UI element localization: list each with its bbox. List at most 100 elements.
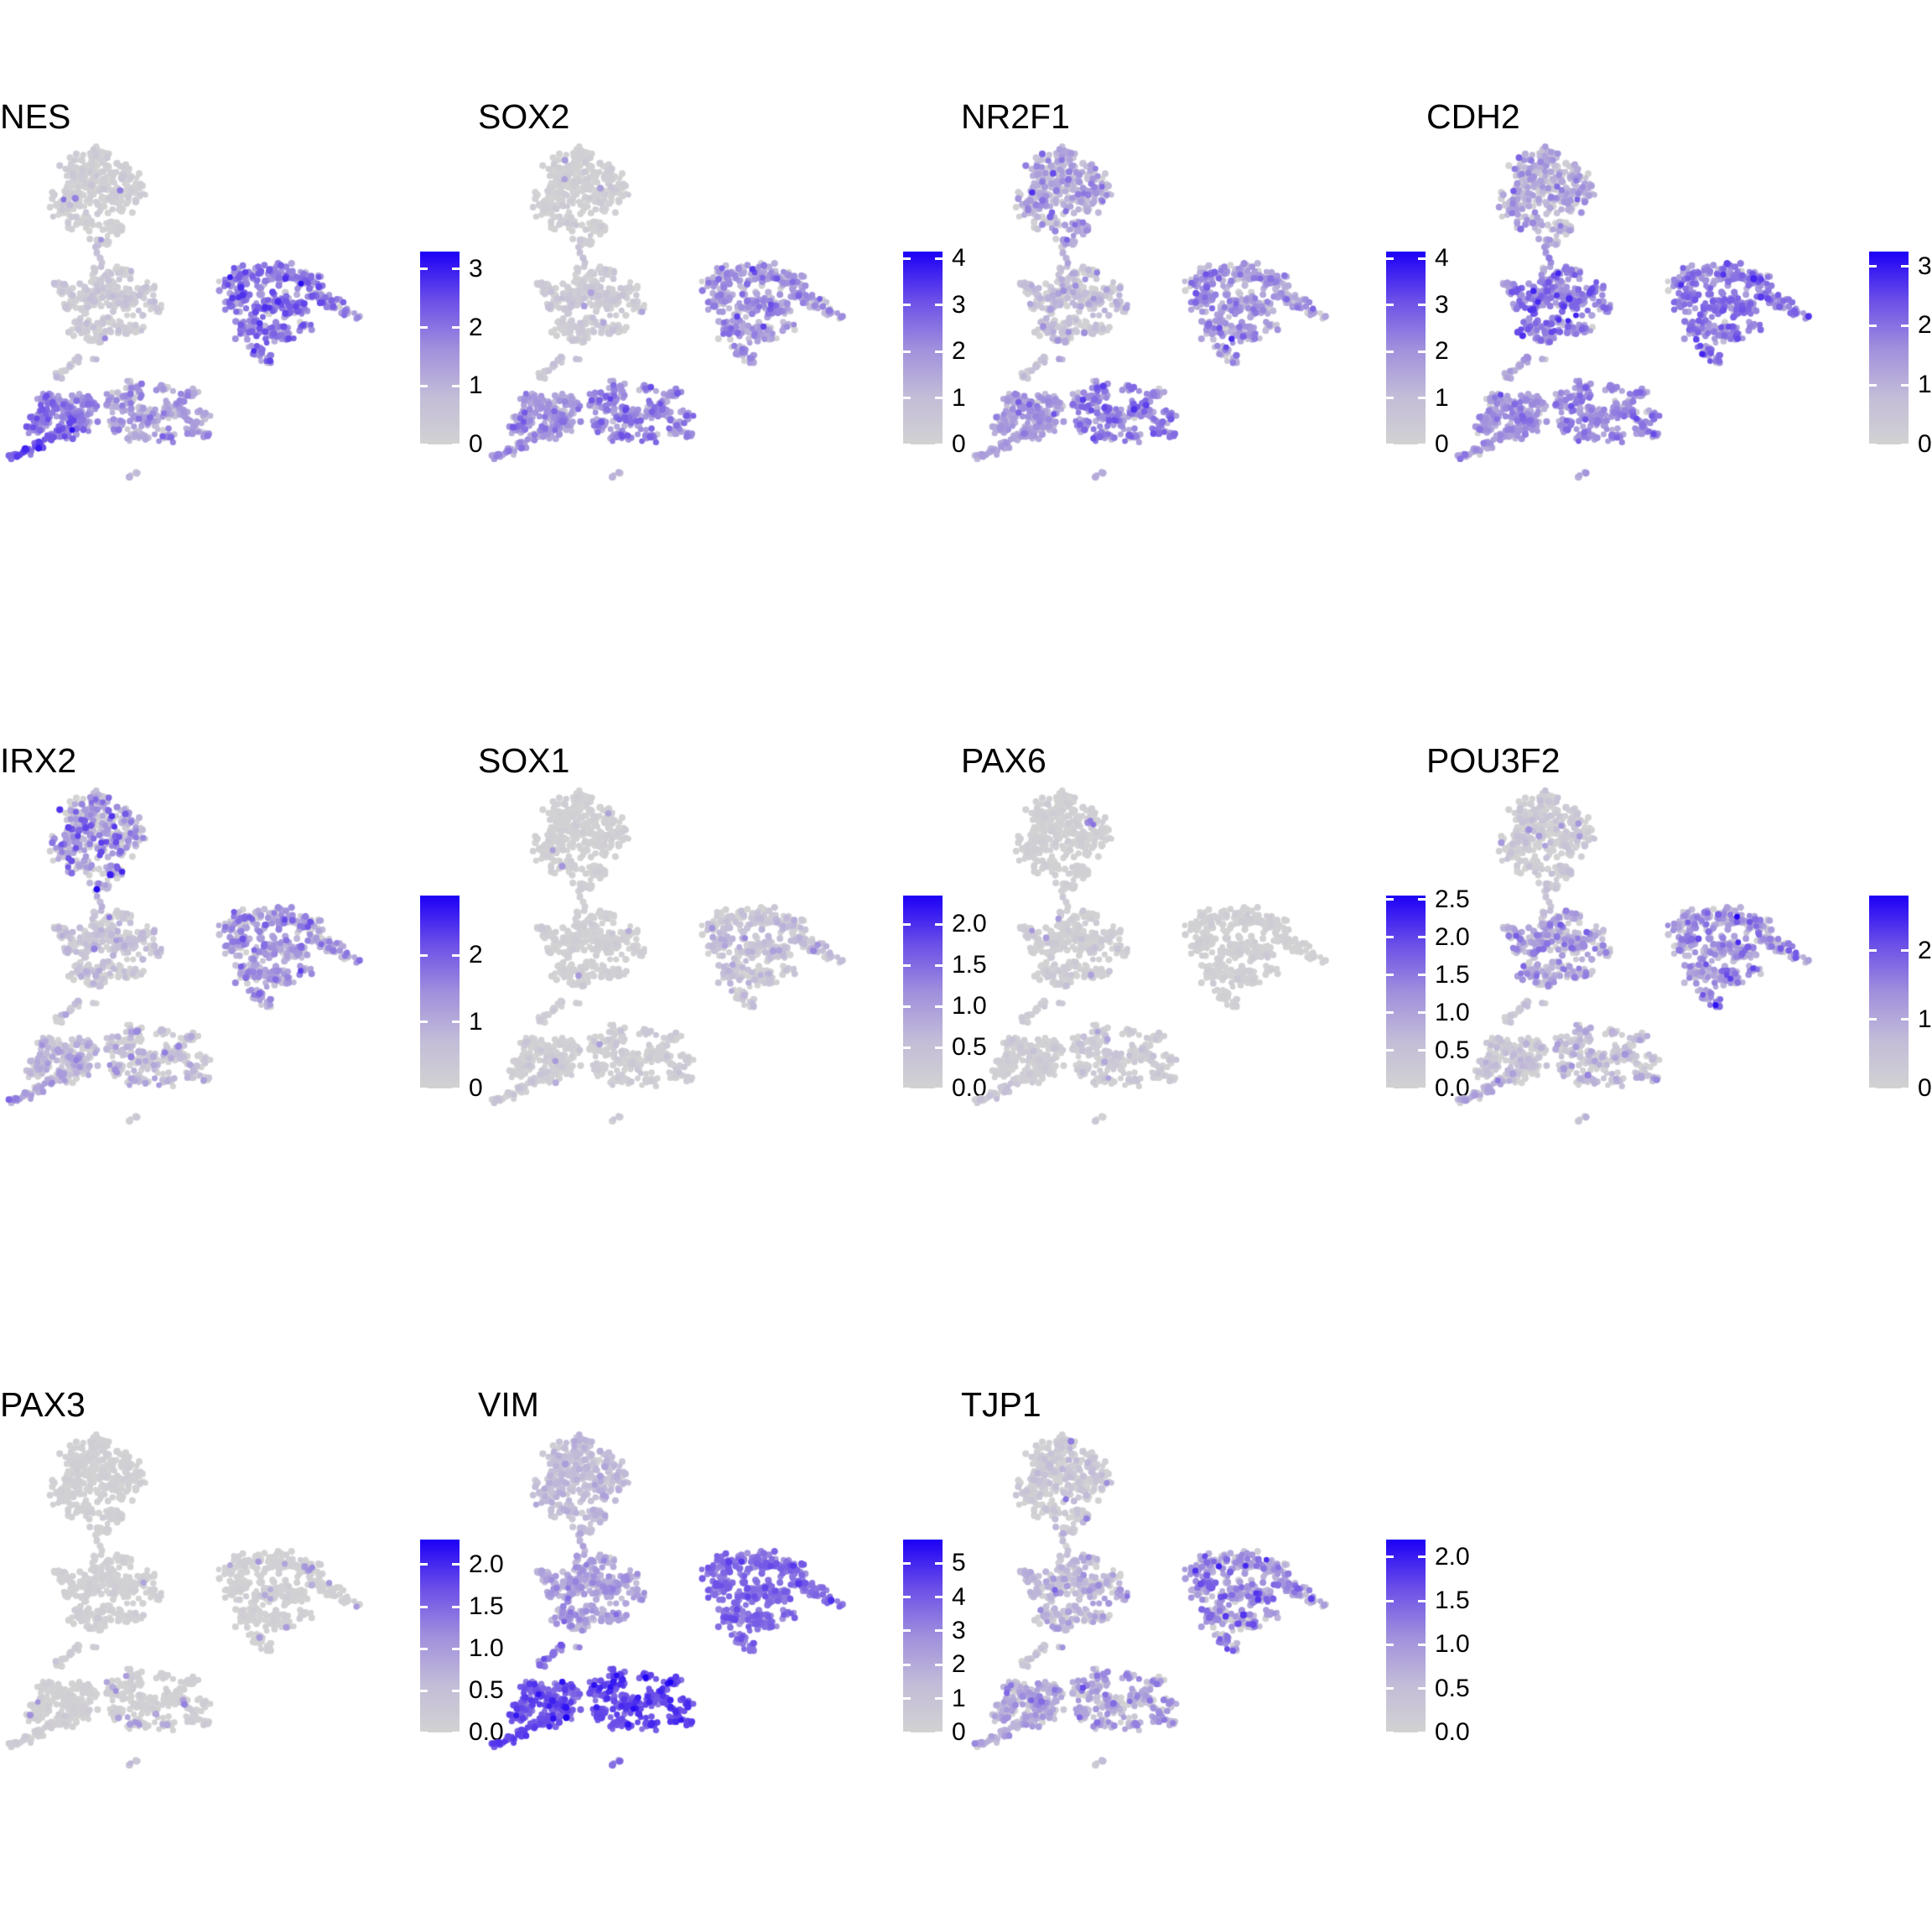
colorbar-tick-notch — [935, 1664, 943, 1666]
expression-colorbar — [1869, 252, 1909, 446]
colorbar-tick-notch — [420, 326, 428, 329]
colorbar-tick-notch — [935, 257, 943, 260]
colorbar-tick-notch — [420, 1606, 428, 1608]
colorbar-tick-notch — [903, 1562, 911, 1565]
expression-colorbar — [903, 252, 943, 446]
colorbar-tick-notch — [420, 1563, 428, 1566]
colorbar-tick-notch — [452, 326, 460, 329]
feature-panel-pax3: PAX3 2.01.51.00.50.0 — [0, 1288, 504, 1932]
colorbar-tick-label: 1.5 — [1435, 1587, 1470, 1614]
colorbar-tick-label: 3 — [952, 291, 966, 319]
colorbar-tick-notch — [420, 267, 428, 270]
colorbar-tick-notch — [1869, 325, 1877, 327]
umap-scatter-canvas — [483, 0, 966, 644]
feature-panel-vim: VIM 5 4 3 2 1 0 — [478, 1288, 966, 1932]
colorbar-tick-notch — [452, 1021, 460, 1023]
colorbar-tick-label: 2 — [952, 1650, 966, 1678]
colorbar-tick-notch — [1386, 1011, 1394, 1014]
colorbar-tick-notch — [935, 397, 943, 399]
colorbar-tick-notch — [1418, 444, 1426, 446]
colorbar-tick-labels: 4 3 2 1 0 — [1435, 0, 1493, 644]
expression-colorbar — [1386, 896, 1426, 1090]
expression-colorbar — [420, 1540, 460, 1734]
colorbar-tick-notch — [420, 1021, 428, 1023]
colorbar-tick-labels: 3 2 1 0 — [1918, 0, 1932, 644]
colorbar-tick-notch — [1901, 325, 1909, 327]
colorbar-tick-label: 1 — [469, 1008, 483, 1036]
colorbar-tick-labels: 4 3 2 1 0 — [952, 0, 1010, 644]
colorbar-tick-notch — [935, 351, 943, 353]
colorbar-tick-notch — [1418, 1644, 1426, 1646]
panel-title: SOX2 — [478, 97, 570, 136]
colorbar-tick-notch — [452, 1606, 460, 1608]
colorbar-tick-notch — [1418, 304, 1426, 306]
feature-panel-pou3f2: POU3F2 2 1 0 — [1426, 644, 1932, 1288]
colorbar-tick-label: 3 — [952, 1617, 966, 1644]
feature-panel-cdh2: CDH2 3 2 1 0 — [1426, 0, 1932, 644]
feature-panel-tjp1: TJP1 2.0 1.5 1.0 0.5 0.0 — [961, 1288, 1470, 1932]
colorbar-tick-label: 2 — [1918, 937, 1932, 964]
colorbar-tick-notch — [1386, 397, 1394, 399]
panel-title: SOX1 — [478, 741, 570, 780]
colorbar-tick-notch — [1418, 974, 1426, 976]
colorbar-tick-notch — [1386, 898, 1394, 901]
colorbar-tick-notch — [452, 267, 460, 270]
umap-scatter-canvas — [483, 644, 966, 1288]
feature-panel-nr2f1: NR2F1 4 3 2 1 0 — [961, 0, 1449, 644]
colorbar-tick-notch — [935, 1562, 943, 1565]
colorbar-tick-notch — [452, 1563, 460, 1566]
panel-title: IRX2 — [0, 741, 77, 780]
panel-title: POU3F2 — [1426, 741, 1561, 780]
umap-scatter-canvas — [1449, 0, 1932, 644]
colorbar-tick-notch — [903, 397, 911, 399]
colorbar-tick-notch — [1418, 936, 1426, 938]
colorbar-tick-label: 0 — [952, 430, 966, 458]
colorbar-tick-notch — [903, 1697, 911, 1700]
colorbar-tick-notch — [420, 1088, 428, 1090]
colorbar-tick-label: 0.0 — [1435, 1718, 1470, 1746]
colorbar-tick-notch — [1418, 397, 1426, 399]
colorbar-tick-label: 2.0 — [1435, 1543, 1470, 1571]
colorbar-tick-notch — [1386, 444, 1394, 446]
colorbar-tick-notch — [1901, 265, 1909, 267]
colorbar-tick-notch — [420, 954, 428, 957]
colorbar-tick-label: 0 — [1435, 430, 1449, 458]
colorbar-tick-notch — [1901, 384, 1909, 387]
umap-scatter-canvas — [0, 0, 483, 644]
colorbar-tick-label: 1 — [469, 371, 483, 399]
colorbar-tick-notch — [1418, 351, 1426, 353]
colorbar-tick-label: 1 — [1435, 384, 1449, 412]
panel-title: NES — [0, 97, 71, 136]
colorbar-tick-notch — [452, 954, 460, 957]
umap-scatter-canvas — [966, 644, 1449, 1288]
expression-colorbar — [903, 896, 943, 1090]
colorbar-tick-notch — [903, 1596, 911, 1598]
colorbar-tick-notch — [1386, 257, 1394, 260]
umap-scatter-canvas — [0, 1288, 483, 1932]
colorbar-tick-notch — [1386, 1732, 1394, 1734]
panel-title: NR2F1 — [961, 97, 1070, 136]
colorbar-tick-label: 1 — [1918, 1005, 1932, 1033]
colorbar-tick-notch — [903, 1664, 911, 1666]
colorbar-tick-notch — [1901, 1018, 1909, 1021]
colorbar-tick-notch — [903, 1046, 911, 1049]
colorbar-tick-notch — [1386, 1687, 1394, 1690]
colorbar-tick-label: 0 — [1918, 1074, 1932, 1102]
colorbar-tick-notch — [420, 1690, 428, 1692]
colorbar-tick-notch — [935, 1697, 943, 1700]
feature-panel-irx2: IRX2 2 1 0 — [0, 644, 483, 1288]
colorbar-tick-notch — [452, 385, 460, 387]
colorbar-tick-notch — [1869, 384, 1877, 387]
panel-title: TJP1 — [961, 1385, 1041, 1424]
colorbar-tick-notch — [1418, 1049, 1426, 1052]
umap-scatter-canvas — [1449, 644, 1932, 1288]
colorbar-tick-notch — [420, 1648, 428, 1650]
colorbar-tick-notch — [935, 1088, 943, 1090]
colorbar-tick-label: 2 — [1435, 337, 1449, 365]
colorbar-tick-labels: 2 1 0 — [469, 644, 527, 1288]
colorbar-tick-labels: 2 1 0 — [1918, 644, 1932, 1288]
colorbar-tick-notch — [1901, 1088, 1909, 1090]
colorbar-tick-notch — [903, 964, 911, 967]
colorbar-tick-notch — [935, 444, 943, 446]
